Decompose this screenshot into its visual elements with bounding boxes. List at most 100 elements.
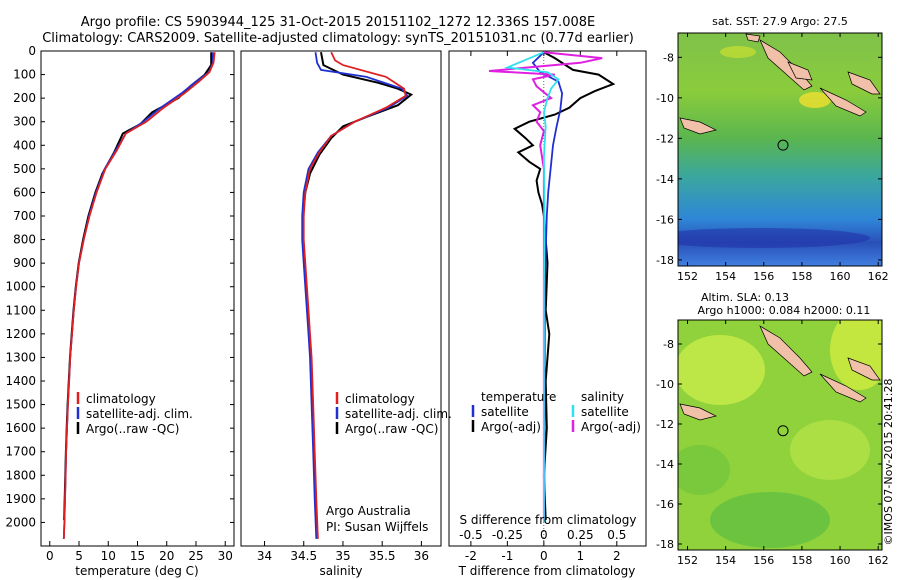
s-diff-tick-label: -0.5	[459, 528, 482, 542]
salinity-legend: climatology satellite-adj. clim. Argo(..…	[335, 392, 452, 436]
sla-high-patch	[678, 335, 765, 405]
map-y-tick-label: -18	[656, 254, 674, 267]
argo-location-marker	[777, 139, 789, 151]
y-tick-label: 1500	[5, 398, 36, 412]
pi-label: PI: Susan Wijffels	[326, 520, 428, 534]
sst-warm-patch	[799, 92, 831, 108]
y-tick-label: 1700	[5, 445, 36, 459]
series-line-temp-satellite	[531, 51, 564, 523]
sst-map-frame	[677, 32, 883, 267]
x-tick-label: -1	[501, 549, 513, 563]
argo-location-marker	[777, 425, 789, 437]
map-x-tick-label: 160	[830, 270, 851, 283]
sst-map-title: sat. SST: 27.9 Argo: 27.5	[712, 15, 848, 28]
series-line-climatology	[302, 51, 407, 539]
s-diff-tick-label: 0.25	[567, 528, 594, 542]
map-x-tick-label: 156	[753, 554, 774, 567]
y-tick-label: 700	[13, 209, 36, 223]
series-line-argo	[302, 52, 414, 521]
legend-temp-argo: Argo(-adj)	[481, 420, 541, 434]
y-tick-label: 800	[13, 233, 36, 247]
x-tick-label: 15	[130, 549, 145, 563]
sla-low-patch	[710, 492, 830, 548]
land-shape	[679, 117, 718, 135]
map-x-tick-label: 152	[677, 554, 698, 567]
x-tick-label: 36	[414, 549, 429, 563]
series-line-climatology	[62, 52, 216, 539]
y-tick-label: 1800	[5, 468, 36, 482]
legend-argo: Argo(..raw -QC)	[86, 422, 179, 436]
x-tick-label: 0	[540, 549, 548, 563]
sla-map-image	[678, 320, 882, 550]
map-y-tick-label: -8	[663, 338, 674, 351]
legend-title-salinity: salinity	[581, 390, 624, 404]
series-line-temp-argo	[512, 51, 616, 521]
land-shape	[679, 403, 718, 421]
x-tick-label: 1	[577, 549, 585, 563]
x-tick-label: 2	[613, 549, 621, 563]
y-tick-label: 1600	[5, 421, 36, 435]
s-diff-tick-label: 0.5	[607, 528, 626, 542]
map-x-tick-label: 162	[868, 554, 889, 567]
sst-warm-patch	[720, 46, 756, 58]
land-shape	[847, 71, 881, 95]
map-y-tick-label: -10	[656, 92, 674, 105]
map-y-tick-label: -18	[656, 538, 674, 551]
sst-map-image	[678, 33, 882, 266]
legend-temp-satellite: satellite	[481, 405, 529, 419]
y-tick-label: 400	[13, 138, 36, 152]
difference-panel	[448, 50, 647, 547]
x-tick-label: 5	[75, 549, 83, 563]
y-tick-label: 200	[13, 91, 36, 105]
argo-australia-label: Argo Australia	[326, 504, 411, 518]
y-tick-label: 300	[13, 115, 36, 129]
legend-argo: Argo(..raw -QC)	[345, 422, 438, 436]
legend-sal-satellite: satellite	[581, 405, 629, 419]
y-tick-label: 1900	[5, 492, 36, 506]
difference-legend: temperature salinity satellite Argo(-adj…	[471, 390, 641, 434]
legend-sal-argo: Argo(-adj)	[581, 420, 641, 434]
map-y-tick-label: -16	[656, 498, 674, 511]
map-x-tick-label: 154	[715, 554, 736, 567]
legend-satellite: satellite-adj. clim.	[86, 407, 193, 421]
land-shape	[759, 325, 813, 377]
difference-xlabel: T difference from climatology	[458, 564, 636, 578]
legend-climatology: climatology	[345, 392, 415, 406]
x-tick-label: 35.5	[369, 549, 396, 563]
legend-title-temperature: temperature	[481, 390, 556, 404]
x-tick-label: 34.5	[290, 549, 317, 563]
map-x-tick-label: 154	[715, 270, 736, 283]
map-x-tick-label: 156	[753, 270, 774, 283]
x-tick-label: 20	[159, 549, 174, 563]
header-line2: Climatology: CARS2009. Satellite-adjuste…	[42, 31, 634, 46]
land-shape	[745, 33, 761, 43]
map-y-tick-label: -14	[656, 173, 674, 186]
y-tick-label: 500	[13, 162, 36, 176]
x-tick-label: 25	[188, 549, 203, 563]
series-line-argo	[63, 52, 213, 521]
sla-high-patch	[830, 320, 882, 390]
map-x-tick-label: 158	[791, 270, 812, 283]
map-y-tick-label: -10	[656, 378, 674, 391]
temperature-xlabel: temperature (deg C)	[75, 564, 198, 578]
sst-cool-band	[678, 228, 870, 248]
salinity-series	[301, 51, 414, 539]
map-y-tick-label: -12	[656, 418, 674, 431]
temperature-series	[62, 52, 216, 539]
map-y-tick-label: -12	[656, 132, 674, 145]
land-shape	[819, 87, 867, 117]
header-line1: Argo profile: CS 5903944_125 31-Oct-2015…	[81, 15, 595, 30]
map-x-tick-label: 158	[791, 554, 812, 567]
y-tick-label: 1000	[5, 280, 36, 294]
series-line-satellite	[301, 52, 409, 539]
y-tick-label: 1100	[5, 303, 36, 317]
sla-title-line1: Altim. SLA: 0.13	[701, 291, 789, 304]
y-tick-label: 600	[13, 185, 36, 199]
land-shape	[787, 61, 813, 81]
x-tick-label: 30	[218, 549, 233, 563]
map-y-tick-label: -14	[656, 458, 674, 471]
x-tick-label: 34	[257, 549, 272, 563]
sla-map-frame	[677, 319, 883, 551]
sla-low-patch	[678, 445, 730, 495]
map-x-tick-label: 162	[868, 270, 889, 283]
